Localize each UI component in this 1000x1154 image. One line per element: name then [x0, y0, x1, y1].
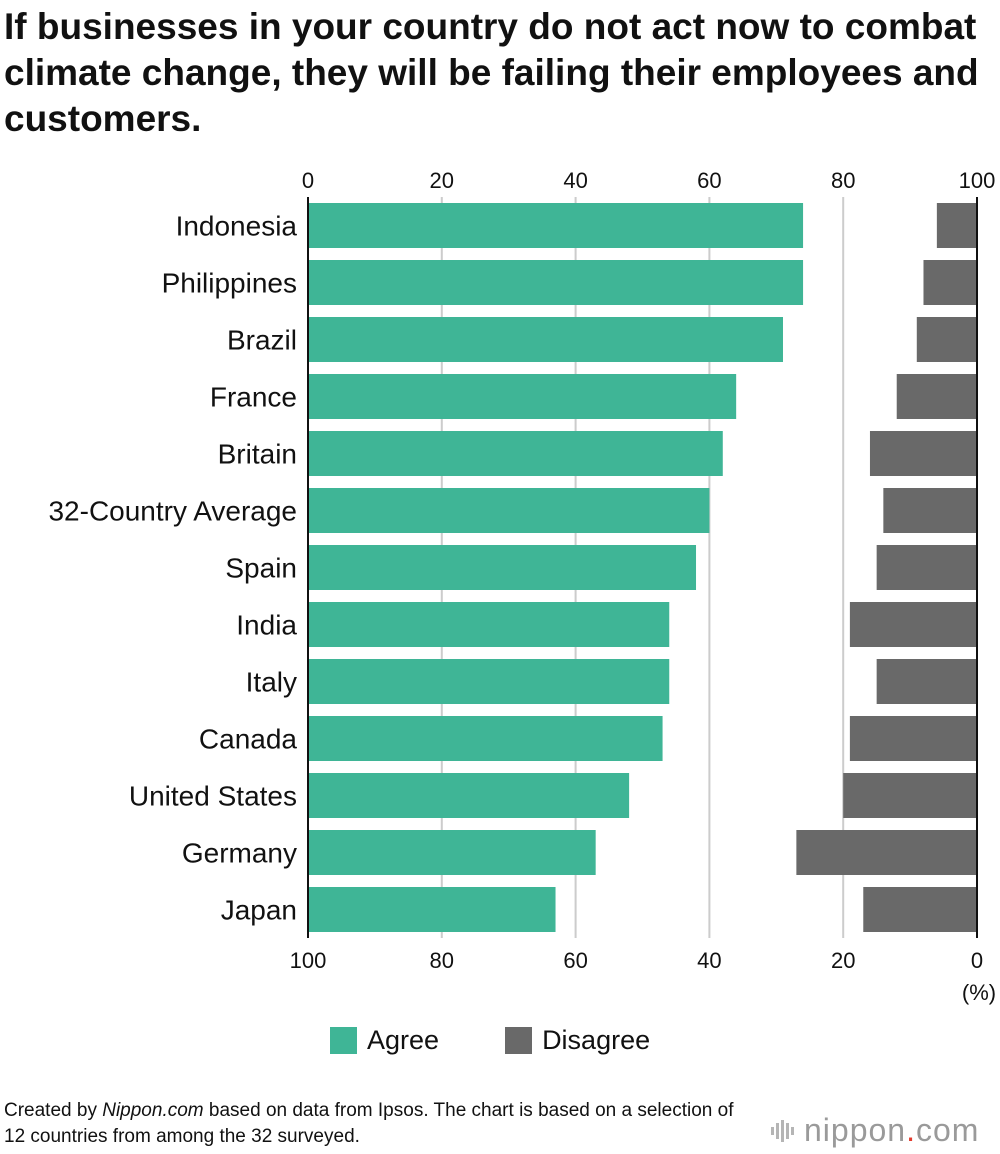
agree-bar	[308, 374, 737, 419]
legend-item-agree: Agree	[330, 1025, 439, 1056]
bottom-tick-label: 0	[971, 948, 983, 973]
disagree-bar	[896, 374, 977, 419]
agree-bar	[308, 431, 723, 476]
agree-swatch	[330, 1027, 357, 1054]
agree-bar	[308, 203, 804, 248]
disagree-bar	[849, 716, 977, 761]
disagree-swatch	[505, 1027, 533, 1054]
disagree-bar	[923, 260, 977, 305]
category-label: Spain	[225, 553, 297, 584]
bottom-tick-label: 60	[563, 948, 587, 973]
category-label: Indonesia	[176, 211, 298, 242]
disagree-bar	[869, 431, 977, 476]
top-tick-label: 80	[831, 168, 855, 193]
top-tick-label: 20	[430, 168, 454, 193]
agree-bar	[308, 716, 663, 761]
chart-title: If businesses in your country do not act…	[4, 6, 979, 139]
disagree-bar	[936, 203, 977, 248]
bottom-tick-label: 80	[430, 948, 454, 973]
legend-item-disagree: Disagree	[505, 1025, 650, 1056]
category-label: Canada	[199, 724, 298, 755]
legend: Agree Disagree	[330, 1025, 716, 1056]
disagree-bar	[796, 830, 977, 875]
agree-bar	[308, 830, 596, 875]
bottom-tick-label: 100	[290, 948, 327, 973]
agree-bar	[308, 488, 710, 533]
category-label: 32-Country Average	[48, 496, 297, 527]
bar-chart: 0 20 40 60 80 100 100 80 60 40 20 0 (%) Indonesia Phil…	[48, 168, 996, 1005]
bottom-tick-label: 40	[697, 948, 721, 973]
category-label: Germany	[182, 838, 297, 869]
disagree-bar	[849, 602, 977, 647]
brand-mark-icon	[771, 1119, 794, 1142]
agree-bar	[308, 602, 670, 647]
footnote-suffix: based on data from Ipsos. The chart is b…	[4, 1100, 734, 1147]
brand-logo: nippon. com	[770, 1112, 979, 1149]
footnote-source-site: Nippon.com	[102, 1100, 204, 1121]
footnote: Created by Nippon.com based on data from…	[4, 1098, 744, 1150]
agree-bar	[308, 317, 783, 362]
top-tick-label: 60	[697, 168, 721, 193]
category-label: Japan	[221, 895, 297, 926]
disagree-bar	[883, 488, 977, 533]
agree-bar	[308, 260, 804, 305]
category-label: Brazil	[227, 325, 297, 356]
category-label: India	[236, 610, 297, 641]
top-tick-label: 100	[959, 168, 996, 193]
agree-bar	[308, 773, 630, 818]
top-tick-label: 40	[563, 168, 587, 193]
disagree-bar	[843, 773, 977, 818]
agree-bar	[308, 659, 670, 704]
category-label: Britain	[218, 439, 297, 470]
brand-name: nippon	[804, 1112, 907, 1148]
agree-bar	[308, 545, 697, 590]
brand-dot: .	[906, 1112, 916, 1148]
legend-label-agree: Agree	[367, 1025, 440, 1055]
brand-tld: com	[915, 1112, 980, 1148]
footnote-prefix: Created by	[4, 1100, 103, 1121]
disagree-bar	[863, 887, 977, 932]
disagree-bar	[876, 659, 977, 704]
top-tick-label: 0	[302, 168, 314, 193]
category-label: United States	[129, 781, 297, 812]
category-label: Italy	[246, 667, 297, 698]
category-label: Philippines	[162, 268, 297, 299]
unit-label: (%)	[962, 980, 996, 1005]
disagree-bar	[916, 317, 977, 362]
disagree-bar	[876, 545, 977, 590]
legend-label-disagree: Disagree	[542, 1025, 651, 1055]
agree-bar	[308, 887, 556, 932]
bottom-tick-label: 20	[831, 948, 855, 973]
category-label: France	[210, 382, 297, 413]
